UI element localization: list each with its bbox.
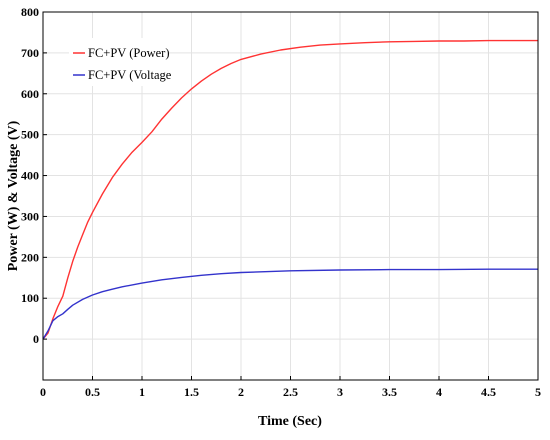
series-line-power [42,39,538,340]
legend-label-power: FC+PV (Power) [88,46,169,60]
legend-label-voltage: FC+PV (Voltage [88,68,172,82]
series-lines [42,39,538,340]
legend-box [69,38,169,86]
y-tick-label: 500 [21,128,39,142]
x-tick-label: 0.5 [85,385,100,399]
y-axis-label: Power (W) & Voltage (V) [6,120,21,271]
x-axis-label: Time (Sec) [258,414,322,429]
x-tick-label: 3 [337,385,343,399]
x-tick-label: 4.5 [481,385,496,399]
series-line-voltage [42,268,538,340]
y-tick-label: 200 [21,250,39,264]
y-tick-label: 300 [21,209,39,223]
legend: FC+PV (Power) FC+PV (Voltage [69,38,172,86]
y-tick-label: 800 [21,5,39,19]
x-tick-label: 3.5 [382,385,397,399]
y-tick-label: 600 [21,87,39,101]
x-ticks: 0 0.5 1 1.5 2 2.5 3 3.5 4 4.5 5 [40,376,541,399]
x-tick-label: 2 [238,385,244,399]
y-tick-label: 0 [33,332,39,346]
x-tick-label: 2.5 [283,385,298,399]
x-tick-label: 1.5 [184,385,199,399]
x-tick-label: 4 [436,385,442,399]
x-tick-label: 5 [535,385,541,399]
y-ticks: 0 100 200 300 400 500 600 700 800 [21,5,47,346]
y-tick-label: 400 [21,169,39,183]
y-tick-label: 700 [21,46,39,60]
y-tick-label: 100 [21,291,39,305]
x-tick-label: 0 [40,385,46,399]
x-tick-label: 1 [139,385,145,399]
